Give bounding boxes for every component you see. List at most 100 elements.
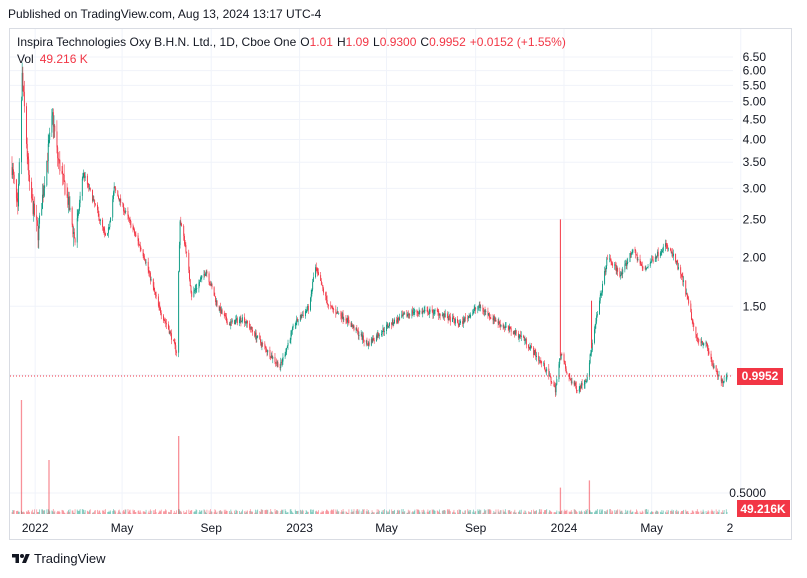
candle-body: [291, 327, 293, 331]
candle-body: [578, 389, 580, 392]
volume-bar: [51, 510, 53, 514]
volume-bar: [78, 510, 80, 514]
volume-bar: [596, 509, 598, 514]
candle-body: [321, 284, 323, 286]
candle-body: [604, 271, 606, 273]
volume-bar: [13, 510, 15, 514]
volume-bar: [203, 509, 205, 514]
candle-body: [352, 325, 354, 327]
candle-body: [73, 232, 75, 234]
volume-bar: [677, 510, 679, 514]
volume-bar: [508, 510, 510, 514]
candle-body: [574, 382, 576, 385]
brand-name: TradingView: [34, 551, 106, 566]
candle-body: [536, 355, 537, 358]
volume-bar: [205, 511, 206, 514]
volume-bar: [326, 509, 328, 514]
candle-body: [682, 276, 684, 282]
volume-bar: [353, 509, 355, 514]
volume-bar: [53, 512, 55, 514]
volume-bar: [414, 509, 416, 514]
candle-body: [118, 196, 119, 199]
low-label: L: [373, 35, 380, 49]
candle-body: [630, 253, 632, 255]
candle-body: [454, 320, 456, 324]
volume-bar: [365, 511, 367, 514]
volume-bar: [636, 510, 638, 514]
volume-bar: [252, 511, 254, 514]
volume-bar: [57, 511, 59, 514]
y-tick-label: 0.5000: [729, 486, 766, 500]
candle-body: [200, 277, 202, 280]
candle-body: [607, 258, 608, 260]
volume-bar: [286, 512, 288, 514]
candle-body: [627, 261, 629, 263]
candle-body: [180, 221, 182, 224]
volume-bar: [659, 511, 661, 514]
volume-bar: [195, 509, 197, 514]
candle-body: [337, 311, 339, 313]
volume-bar: [637, 512, 639, 514]
volume-bar: [281, 510, 283, 514]
volume-bar: [649, 512, 651, 514]
volume-bar: [173, 510, 175, 514]
candle-body: [391, 319, 393, 325]
candle-body: [462, 318, 464, 324]
candle-body: [488, 313, 490, 318]
candle-body: [297, 320, 299, 322]
volume-bar: [452, 511, 454, 514]
candle-body: [457, 319, 459, 323]
candle-body: [31, 198, 33, 200]
volume-bar: [82, 509, 84, 514]
volume-bar: [38, 512, 40, 514]
candle-body: [221, 309, 223, 314]
candle-body: [680, 267, 682, 275]
candle-body: [575, 386, 577, 390]
candle-body: [641, 266, 643, 268]
candle-body: [244, 317, 246, 323]
volume-bar: [213, 512, 215, 514]
candle-body: [114, 186, 116, 189]
volume-bar: [305, 510, 307, 514]
volume-bar: [433, 510, 435, 514]
volume-bar: [700, 510, 702, 514]
volume-bar: [661, 510, 663, 514]
volume-bar: [323, 510, 324, 514]
candle-body: [199, 281, 201, 283]
candle-body: [467, 317, 469, 319]
volume-bar: [124, 509, 126, 514]
candle-body: [250, 326, 252, 329]
volume-bar: [317, 512, 319, 514]
candle-body: [144, 259, 146, 263]
candle-body: [533, 350, 535, 355]
candle-body: [179, 221, 181, 246]
volume-bar: [338, 511, 340, 514]
volume-bar: [632, 511, 634, 514]
candle-body: [170, 331, 172, 334]
candle-body: [696, 337, 698, 339]
volume-bar: [143, 511, 145, 514]
volume-bar: [483, 512, 485, 514]
volume-bar: [320, 512, 322, 514]
candle-body: [554, 385, 556, 387]
volume-bar: [42, 509, 43, 514]
volume-bar: [218, 510, 220, 514]
candle-body: [164, 320, 166, 322]
volume-bar: [235, 509, 237, 514]
volume-bar: [409, 510, 411, 514]
candle-body: [274, 356, 276, 363]
candle-body: [428, 314, 430, 315]
candle-body: [291, 330, 293, 333]
candle-body: [533, 347, 535, 355]
volume-bar: [531, 510, 532, 514]
volume-bar: [469, 511, 471, 514]
volume-bar: [181, 512, 183, 514]
candle-body: [391, 322, 393, 325]
volume-bar: [629, 510, 631, 514]
volume-bar: [651, 511, 653, 514]
volume-bar: [368, 510, 369, 514]
volume-bar: [630, 509, 632, 514]
volume-bar: [77, 510, 79, 514]
volume-bar: [571, 511, 573, 514]
